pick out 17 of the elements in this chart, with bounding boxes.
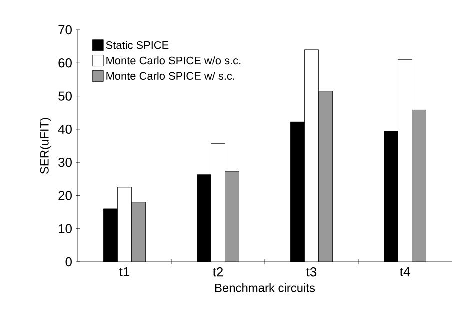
- legend-label: Monte Carlo SPICE w/o s.c.: [106, 56, 241, 65]
- y-tick-label: 0: [66, 257, 72, 267]
- legend-label: Monte Carlo SPICE w/ s.c.: [106, 72, 235, 80]
- y-tick-label: 20: [58, 191, 72, 200]
- legend-label: Static SPICE: [106, 41, 169, 50]
- x-tick-label: t3: [306, 268, 317, 277]
- x-tick-label: t2: [213, 268, 223, 277]
- x-axis-title: Benchmark circuits: [215, 284, 316, 292]
- y-tick-label: 40: [58, 124, 72, 134]
- y-tick-label: 10: [59, 224, 72, 234]
- y-axis-title: SER(uFIT): [40, 118, 52, 174]
- y-tick-label: 60: [58, 58, 72, 68]
- x-tick-label: t4: [400, 268, 410, 277]
- y-tick-label: 70: [58, 25, 72, 35]
- y-tick-label: 30: [58, 158, 72, 168]
- y-tick-label: 50: [58, 92, 72, 101]
- x-tick-label: t1: [120, 268, 130, 277]
